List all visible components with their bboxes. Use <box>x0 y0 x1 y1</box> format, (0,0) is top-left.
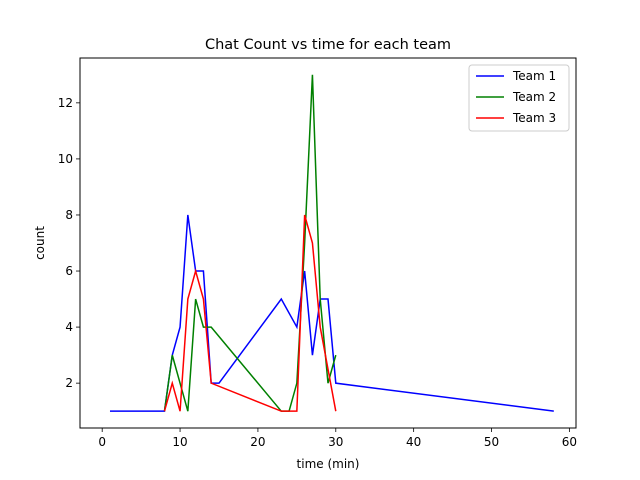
y-tick-label: 6 <box>65 264 73 278</box>
x-tick-label: 20 <box>250 435 265 449</box>
x-tick-label: 0 <box>98 435 106 449</box>
legend-label: Team 3 <box>512 111 556 125</box>
chart-title: Chat Count vs time for each team <box>205 37 451 53</box>
series-line-team-1 <box>109 214 554 412</box>
x-tick-label: 60 <box>562 435 577 449</box>
y-tick-label: 2 <box>65 376 73 390</box>
x-tick-label: 10 <box>172 435 187 449</box>
legend-label: Team 1 <box>512 69 556 83</box>
x-axis: 0 10 20 30 40 50 60 <box>98 428 577 449</box>
y-tick-label: 4 <box>65 320 73 334</box>
plot-frame <box>79 57 577 429</box>
legend-label: Team 2 <box>512 90 556 104</box>
x-tick-label: 30 <box>328 435 343 449</box>
y-tick-label: 8 <box>65 208 73 222</box>
x-tick-label: 50 <box>484 435 499 449</box>
y-tick-label: 10 <box>58 152 73 166</box>
series-line-team-2 <box>163 74 337 412</box>
series-line-team-3 <box>163 214 337 412</box>
x-axis-label: time (min) <box>297 457 360 471</box>
y-axis: 2 4 6 8 10 12 <box>58 96 80 390</box>
x-tick-label: 40 <box>406 435 421 449</box>
legend: Team 1 Team 2 Team 3 <box>468 64 570 132</box>
y-axis-label: count <box>33 226 47 260</box>
y-tick-label: 12 <box>58 96 73 110</box>
legend-box <box>468 64 570 132</box>
plot-lines <box>109 74 554 412</box>
